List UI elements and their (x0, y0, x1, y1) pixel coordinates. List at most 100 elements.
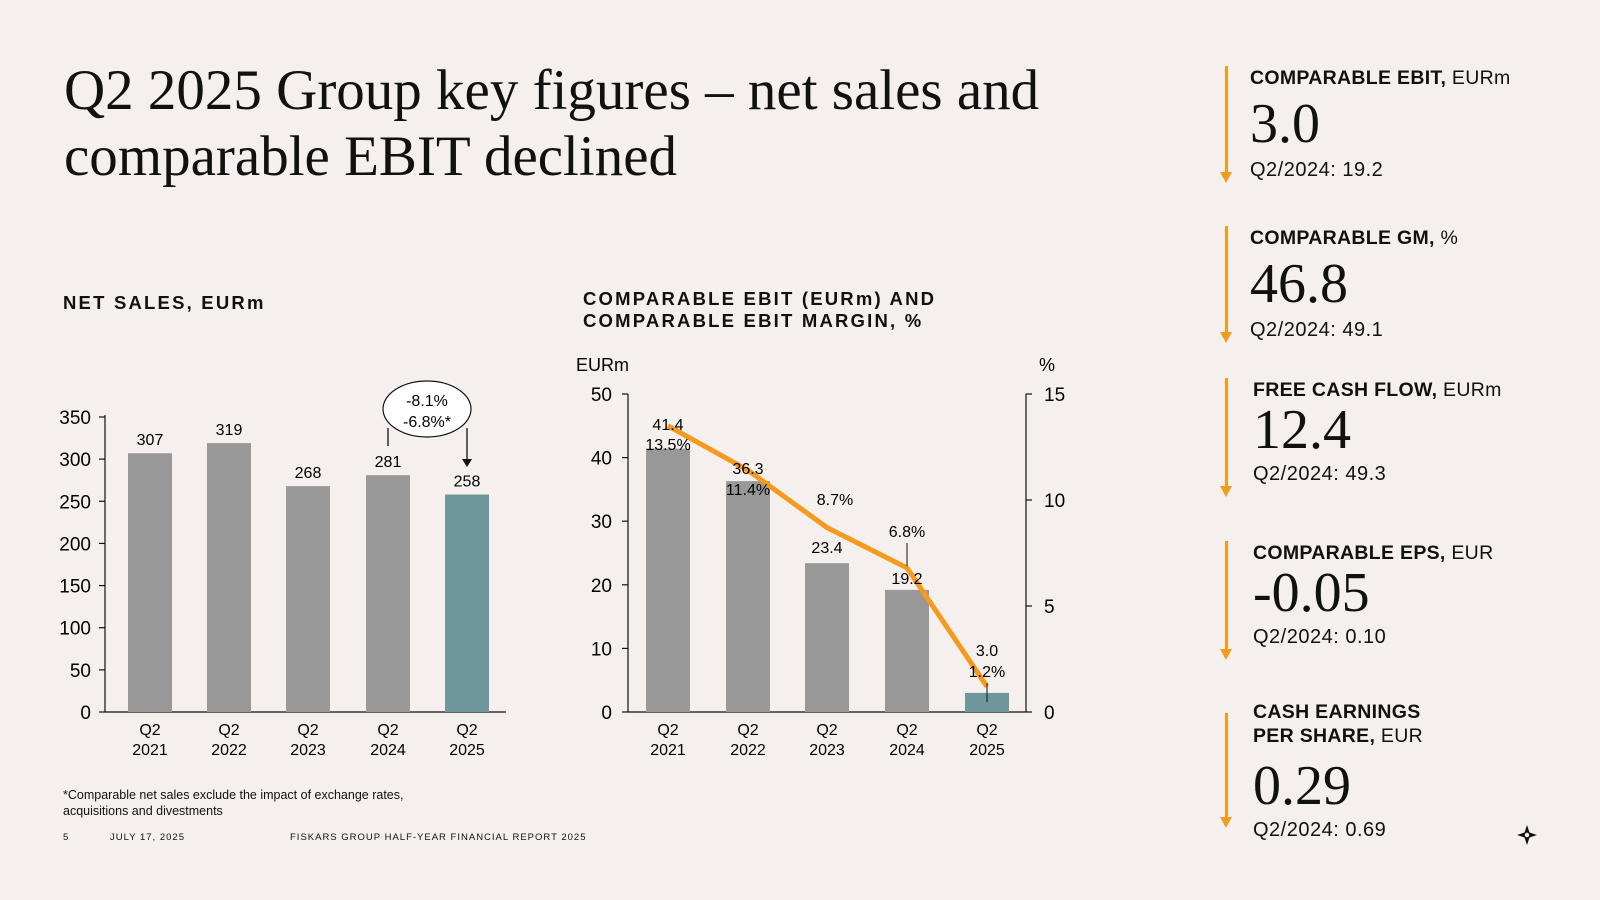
x-tick-label: 2023 (809, 742, 845, 759)
right-y-tick-label: 5 (1044, 597, 1055, 618)
ebit-heading-line2: COMPARABLE EBIT MARGIN, % (583, 310, 924, 331)
bar (207, 443, 251, 712)
x-tick-label: Q2 (139, 722, 160, 739)
bar (445, 494, 489, 712)
footer-date: JULY 17, 2025 (110, 832, 185, 843)
margin-label: 6.8% (889, 524, 925, 541)
margin-label: 11.4% (726, 482, 770, 499)
x-tick-label: Q2 (657, 722, 678, 739)
left-y-tick-label: 50 (591, 385, 612, 406)
x-tick-label: 2021 (132, 742, 168, 759)
bar-value-label: 319 (216, 422, 243, 439)
kpi-label: CASH EARNINGS (1253, 701, 1421, 723)
left-y-tick-label: 10 (591, 639, 612, 660)
kpi-label-line2: PER SHARE, (1253, 725, 1376, 747)
x-tick-label: 2025 (969, 742, 1005, 759)
bar (128, 453, 172, 712)
x-tick-label: Q2 (377, 722, 398, 739)
kpi-compare: Q2/2024: 19.2 (1250, 159, 1384, 181)
footnote: *Comparable net sales exclude the impact… (63, 788, 404, 818)
ebit-value-label: 23.4 (811, 540, 842, 557)
kpi-unit: EURm (1437, 379, 1502, 401)
callout-text: -6.8%* (403, 414, 451, 431)
kpi-value: 3.0 (1250, 93, 1320, 155)
right-y-tick-label: 10 (1044, 491, 1065, 512)
x-tick-label: Q2 (456, 722, 477, 739)
kpi-compare: Q2/2024: 0.10 (1253, 626, 1387, 648)
x-tick-label: Q2 (896, 722, 917, 739)
ebit-value-label: 3.0 (976, 643, 998, 660)
kpi-label: COMPARABLE EBIT, (1250, 67, 1447, 89)
bar-value-label: 307 (137, 432, 164, 449)
x-tick-label: Q2 (297, 722, 318, 739)
kpi-value: 46.8 (1250, 253, 1348, 315)
kpi-unit: EUR (1375, 725, 1423, 747)
bar-value-label: 258 (454, 474, 481, 491)
x-tick-label: 2024 (889, 742, 925, 759)
ebit-bar (885, 589, 929, 712)
ebit-heading-line1: COMPARABLE EBIT (EURm) AND (583, 288, 937, 309)
x-tick-label: 2021 (650, 742, 686, 759)
net-sales-heading: NET SALES, EURm (63, 292, 266, 313)
kpi-value: 0.29 (1253, 755, 1351, 817)
left-y-tick-label: 30 (591, 512, 612, 533)
y-tick-label: 100 (59, 619, 91, 640)
kpi-compare: Q2/2024: 0.69 (1253, 819, 1387, 841)
x-tick-label: 2023 (290, 742, 326, 759)
left-y-tick-label: 0 (601, 703, 612, 724)
margin-label: 1.2% (969, 664, 1005, 681)
bar (366, 475, 410, 712)
right-y-tick-label: 0 (1044, 703, 1055, 724)
x-tick-label: 2022 (730, 742, 766, 759)
margin-line (666, 423, 990, 688)
footer-report: FISKARS GROUP HALF-YEAR FINANCIAL REPORT… (290, 832, 587, 843)
kpi-compare: Q2/2024: 49.3 (1253, 463, 1387, 485)
kpi-unit: % (1434, 227, 1459, 249)
kpi-label: COMPARABLE EPS, (1253, 542, 1446, 564)
kpi-unit: EURm (1446, 67, 1511, 89)
bar (286, 486, 330, 712)
y-tick-label: 0 (80, 703, 91, 724)
right-axis-unit: % (1039, 355, 1055, 375)
x-tick-label: 2025 (449, 742, 485, 759)
kpi-label: COMPARABLE GM, (1250, 227, 1435, 249)
page-number: 5 (63, 832, 70, 843)
ebit-value-label: 41.4 (652, 417, 683, 434)
y-tick-label: 350 (59, 408, 91, 429)
x-tick-label: Q2 (816, 722, 837, 739)
ebit-value-label: 19.2 (891, 571, 922, 588)
left-y-tick-label: 20 (591, 576, 612, 597)
ebit-bar (965, 692, 1009, 712)
kpi-value: 12.4 (1253, 399, 1351, 461)
y-tick-label: 250 (59, 492, 91, 513)
y-tick-label: 200 (59, 534, 91, 555)
x-tick-label: Q2 (218, 722, 239, 739)
kpi-unit: EUR (1445, 542, 1494, 564)
kpi-value: -0.05 (1253, 562, 1370, 624)
y-tick-label: 150 (59, 577, 91, 598)
callout-bubble (382, 380, 472, 438)
y-tick-label: 50 (70, 661, 91, 682)
ebit-bar (726, 481, 770, 712)
left-y-tick-label: 40 (591, 449, 612, 470)
right-y-tick-label: 15 (1044, 385, 1065, 406)
bar-value-label: 281 (375, 454, 402, 471)
x-tick-label: Q2 (737, 722, 758, 739)
ebit-bar (805, 563, 849, 712)
ebit-value-label: 36.3 (732, 461, 763, 478)
kpi-label: FREE CASH FLOW, (1253, 379, 1438, 401)
callout-arrowhead (462, 459, 472, 467)
x-tick-label: 2024 (370, 742, 406, 759)
fiskars-logo-icon (1517, 825, 1537, 845)
callout-text: -8.1% (406, 393, 448, 410)
page-title: Q2 2025 Group key figures – net sales an… (64, 59, 1040, 188)
bar-value-label: 268 (295, 465, 322, 482)
ebit-bar (646, 448, 690, 712)
x-tick-label: 2022 (211, 742, 247, 759)
kpi-compare: Q2/2024: 49.1 (1250, 319, 1384, 341)
x-tick-label: Q2 (976, 722, 997, 739)
y-tick-label: 300 (59, 450, 91, 471)
margin-label: 8.7% (817, 492, 853, 509)
left-axis-unit: EURm (576, 355, 629, 375)
